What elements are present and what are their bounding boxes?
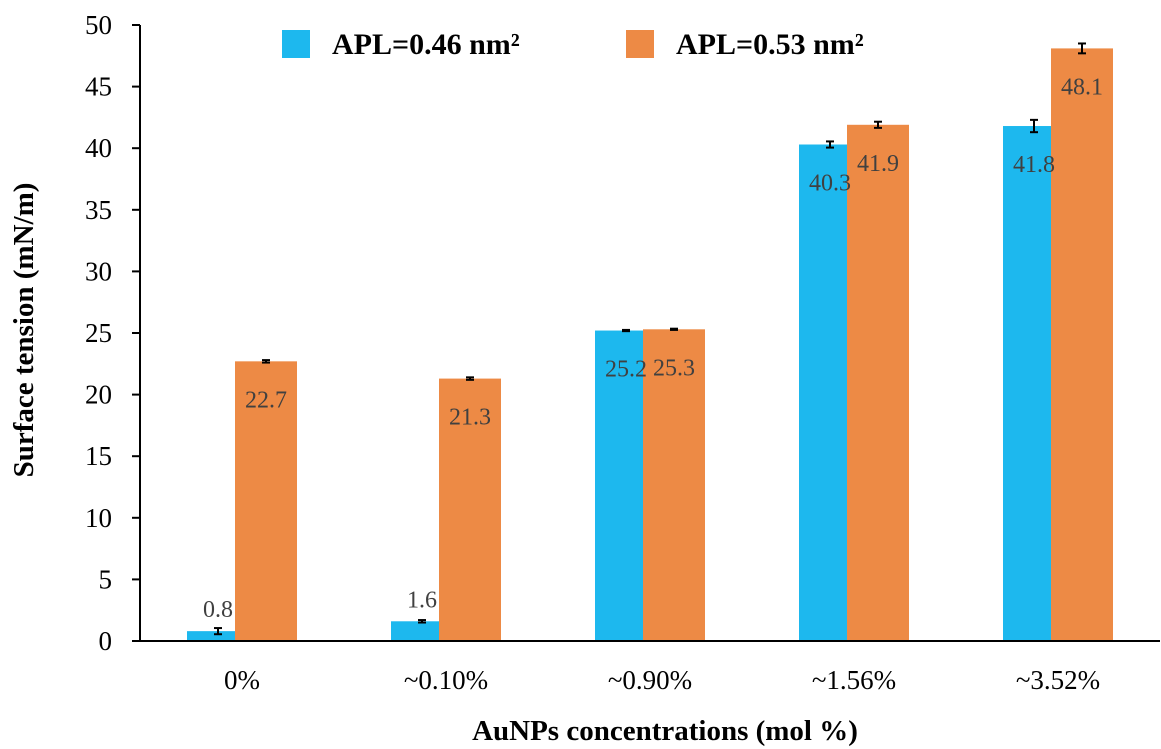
data-label: 0.8 xyxy=(203,597,233,623)
data-label: 25.3 xyxy=(653,355,695,381)
x-axis-title: AuNPs concentrations (mol %) xyxy=(472,715,858,747)
y-tick-label: 5 xyxy=(99,564,113,594)
x-tick-label: 0% xyxy=(224,665,260,695)
data-label: 25.2 xyxy=(605,357,647,383)
legend: APL=0.46 nm² APL=0.53 nm² xyxy=(282,28,864,61)
legend-label: APL=0.53 nm² xyxy=(676,28,864,61)
x-tick-label: ~3.52% xyxy=(1016,665,1100,695)
y-tick-label: 35 xyxy=(85,195,112,225)
y-axis-title: Surface tension (mN/m) xyxy=(8,183,40,478)
y-tick-label: 10 xyxy=(85,503,112,533)
bar-2 xyxy=(235,361,297,641)
y-tick-label: 45 xyxy=(85,72,112,102)
data-label: 1.6 xyxy=(407,587,437,613)
y-tick-label: 0 xyxy=(99,626,113,656)
data-label: 40.3 xyxy=(809,171,851,197)
bar-2 xyxy=(1051,48,1113,641)
x-tick-label: ~1.56% xyxy=(812,665,896,695)
legend-swatch xyxy=(282,30,310,58)
data-label: 48.1 xyxy=(1061,74,1103,100)
bars-layer xyxy=(187,48,1113,642)
bar-1 xyxy=(391,621,453,641)
legend-label: APL=0.46 nm² xyxy=(332,28,520,61)
legend-swatch xyxy=(626,30,654,58)
x-tick-label: ~0.90% xyxy=(608,665,692,695)
data-label: 21.3 xyxy=(449,405,491,431)
y-tick-label: 20 xyxy=(85,380,112,410)
bar-2 xyxy=(439,378,501,641)
y-tick-label: 25 xyxy=(85,318,112,348)
bar-1 xyxy=(187,631,249,641)
y-tick-label: 40 xyxy=(85,133,112,163)
y-tick-label: 50 xyxy=(85,10,112,40)
y-tick-label: 15 xyxy=(85,441,112,471)
y-axis-ticks: 0 5 10 15 20 25 30 35 40 45 50 xyxy=(85,10,140,656)
bar-2 xyxy=(847,124,909,642)
data-label: 22.7 xyxy=(245,387,287,413)
data-labels-layer: 0.8 22.7 1.6 21.3 25.2 25.3 40.341.9 41.8 48.1 xyxy=(203,74,1103,623)
x-tick-label: ~0.10% xyxy=(404,665,488,695)
data-label: 41.9 xyxy=(857,151,899,177)
x-axis-ticks: 0% ~0.10% ~0.90% ~1.56% ~3.52% xyxy=(224,665,1100,695)
bar-2 xyxy=(643,329,705,641)
data-label: 41.8 xyxy=(1013,152,1055,178)
error-bars-layer xyxy=(214,42,1086,636)
y-tick-label: 30 xyxy=(85,256,112,286)
